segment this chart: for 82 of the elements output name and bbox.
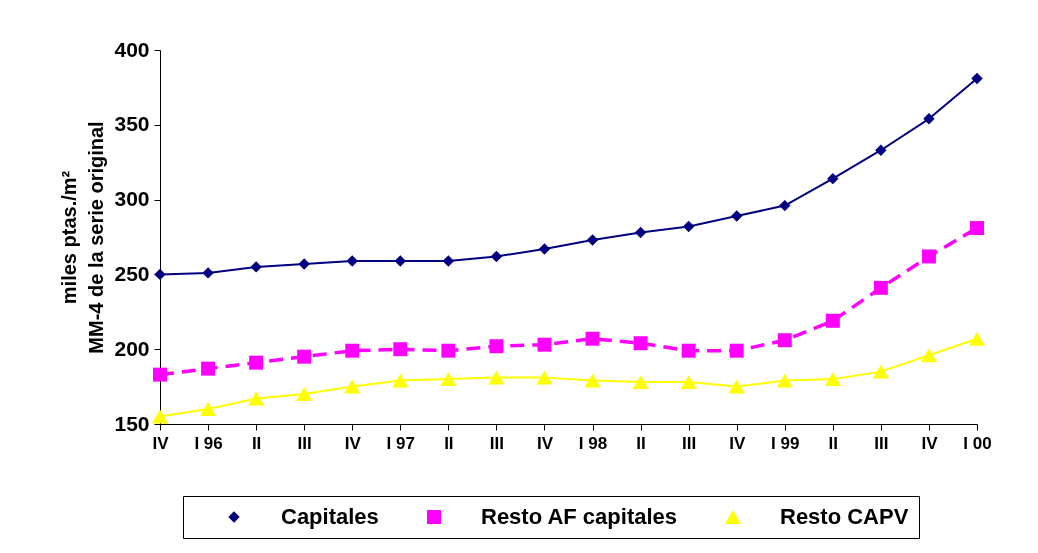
point xyxy=(248,391,265,406)
point xyxy=(873,280,888,295)
x-tick-label: IV xyxy=(921,433,939,453)
point xyxy=(584,373,601,388)
point xyxy=(682,220,695,233)
point xyxy=(633,336,648,351)
x-tick-label: II xyxy=(251,433,262,453)
x-tick-label: I 96 xyxy=(194,433,223,453)
point xyxy=(488,370,505,385)
legend-label: Capitales xyxy=(281,504,379,529)
point xyxy=(586,234,599,246)
point xyxy=(151,409,169,424)
point xyxy=(346,255,358,267)
point xyxy=(728,379,745,394)
point xyxy=(681,343,696,358)
point xyxy=(536,370,553,385)
point xyxy=(392,373,409,388)
point xyxy=(345,343,360,358)
x-tick-label: I 98 xyxy=(578,433,608,453)
x-tick-label: IV xyxy=(729,433,746,453)
point xyxy=(154,268,166,281)
point xyxy=(872,364,889,379)
point xyxy=(921,249,936,264)
x-tick-label: II xyxy=(828,433,839,453)
legend-label: Resto AF capitales xyxy=(481,504,678,529)
point xyxy=(298,258,310,270)
y-tick-label: 350 xyxy=(114,112,150,136)
x-tick-label: I 00 xyxy=(963,433,992,453)
point xyxy=(296,387,313,402)
x-tick-label: IV xyxy=(344,433,362,453)
point xyxy=(875,144,887,156)
point xyxy=(250,261,262,273)
y-tick-label: 400 xyxy=(114,37,150,61)
x-tick-label: II xyxy=(444,433,454,453)
point xyxy=(537,337,552,352)
point xyxy=(441,343,456,358)
x-tick-label: IV xyxy=(152,433,170,453)
point xyxy=(923,113,935,125)
point xyxy=(776,373,793,388)
point xyxy=(393,342,408,357)
point xyxy=(394,255,406,267)
point xyxy=(297,349,312,364)
x-tick-label: III xyxy=(489,433,504,453)
point xyxy=(249,355,264,370)
point xyxy=(490,250,503,263)
point xyxy=(344,379,361,394)
x-tick-label: IV xyxy=(536,433,554,453)
point xyxy=(153,367,167,382)
point xyxy=(442,255,455,267)
x-tick-label: III xyxy=(297,433,312,453)
point xyxy=(440,372,457,387)
point xyxy=(777,333,792,348)
point xyxy=(201,361,216,376)
point xyxy=(968,331,986,346)
point xyxy=(680,375,697,390)
point xyxy=(827,172,839,185)
x-tick-label: III xyxy=(682,433,697,453)
y-tick-label: 150 xyxy=(114,411,150,435)
point xyxy=(971,72,983,85)
point xyxy=(585,331,600,346)
point xyxy=(632,375,649,390)
legend-label: Resto CAPV xyxy=(780,504,909,529)
y-tick-label: 200 xyxy=(114,336,150,360)
point xyxy=(779,199,791,212)
point xyxy=(200,402,217,417)
point xyxy=(729,343,744,358)
x-tick-label: I 97 xyxy=(386,433,415,453)
point xyxy=(970,221,984,236)
x-tick-label: III xyxy=(874,433,889,453)
x-tick-label: II xyxy=(636,433,646,453)
point xyxy=(489,339,504,354)
point xyxy=(202,267,214,279)
point xyxy=(731,210,743,222)
y-tick-label: 250 xyxy=(114,261,150,285)
point xyxy=(634,226,647,239)
point xyxy=(824,372,841,387)
y-tick-label: 300 xyxy=(114,187,150,211)
point xyxy=(538,243,551,255)
point xyxy=(825,313,840,328)
point xyxy=(920,348,937,363)
x-tick-label: I 99 xyxy=(771,433,800,453)
y-axis-title: miles ptas./m² MM-4 de la serie original xyxy=(58,121,108,354)
